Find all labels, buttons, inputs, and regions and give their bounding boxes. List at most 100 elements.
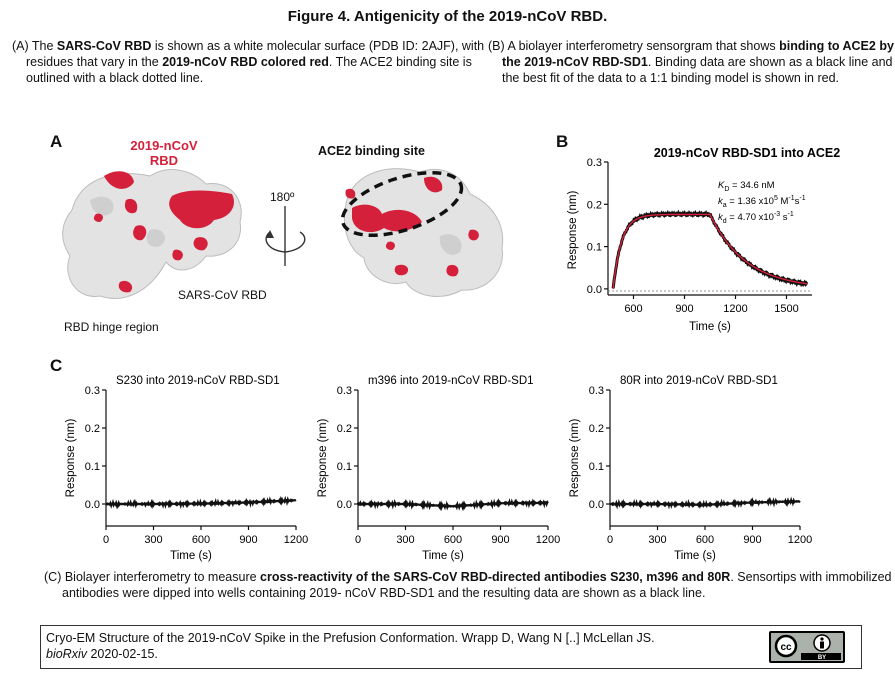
kdis-exponent: -3 [774,211,780,218]
c2-xtick-label: 300 [396,534,414,546]
c2-xtick-label: 0 [355,534,361,546]
c1-ytick-label: 0.2 [85,423,100,435]
hinge-region-label: RBD hinge region [64,320,159,334]
chart-b-yticks: 0.0 0.1 0.2 0.3 [587,157,608,296]
chart-b-ylabel: Response (nm) [567,191,579,270]
c1-xtick-label: 0 [103,534,109,546]
kd-subscript: D [724,186,729,193]
caption-b-bold-1: binding to ACE2 by the 2019-nCoV RBD-SD1 [502,39,894,69]
ace2-site-label: ACE2 binding site [318,144,425,158]
chart-b-title: 2019-nCoV RBD-SD1 into ACE2 [654,146,840,160]
citation-journal: bioRxiv [46,647,87,661]
kdis-symbol: k [718,212,724,223]
c3-data-line [609,496,801,510]
ka-unit-s-exp: -1 [799,195,805,202]
c2-ytick-label: 0.1 [337,461,352,473]
c2-ylabel: Response (nm) [317,419,329,498]
c3-xtick-label: 900 [743,534,761,546]
panel-b-letter: B [556,132,569,151]
ka-unit-m: M [778,196,789,207]
molecule-left-variable-residues [93,171,234,293]
c3-xtick-label: 300 [648,534,666,546]
svg-text:ka = 1.36 x105 M-1s-1: ka = 1.36 x105 M-1s-1 [718,195,806,209]
citation-line1: Cryo-EM Structure of the 2019-nCoV Spike… [46,631,655,645]
caption-a-prefix: (A) The [12,39,57,53]
red-label-line2: RBD [149,153,179,168]
chart-b-ytick-label: 0.3 [587,157,602,169]
figure-title: Figure 4. Antigenicity of the 2019-nCoV … [287,8,608,25]
c3-ytick-label: 0.3 [589,385,604,397]
chart-b-axes [607,162,812,296]
chart-c1: S230 into 2019-nCoV RBD-SD1 0.0 0.1 0.2 0.3 0… [65,375,308,562]
c1-xtick-label: 600 [192,534,210,546]
caption-b-prefix: (B) A biolayer interferometry sensorgram… [488,39,780,53]
molecule-right-surface [344,168,504,297]
c1-ytick-label: 0.3 [85,385,100,397]
c3-ytick-label: 0.0 [589,499,604,511]
kdis-value: = 4.70 x10 [727,212,774,223]
ka-symbol: k [718,196,724,207]
red-label: 2019-nCoV RBD [124,138,204,168]
kdis-subscript: d [723,218,727,225]
ace2-binding-outline [340,170,464,238]
svg-text:KD = 34.6 nM: KD = 34.6 nM [718,180,775,193]
c3-xlabel: Time (s) [674,550,716,562]
c1-xlabel: Time (s) [170,550,212,562]
caption-c-bold-1: cross-reactivity of the SARS-CoV RBD-dir… [260,570,731,584]
caption-c-text-1: . Sensortips with immobilized antibodies… [62,570,892,600]
c3-ytick-label: 0.1 [589,461,604,473]
c2-title: m396 into 2019-nCoV RBD-SD1 [368,375,534,387]
chart-b-fit-line [612,213,808,289]
chart-b-xlabel: Time (s) [689,321,731,333]
chart-b-xticks: 600 900 1200 1500 [624,295,799,315]
c2-xlabel: Time (s) [422,550,464,562]
c1-xtick-label: 1200 [284,534,308,546]
panel-a-letter: A [50,132,63,151]
ka-value: = 1.36 x10 [727,196,774,207]
rotation-icon [265,206,306,266]
svg-text:cc: cc [780,642,792,653]
ka-unit-s: s [795,196,800,207]
panel-c-letter: C [50,356,63,375]
kdis-unit-s-exp: -1 [788,211,794,218]
c1-ytick-label: 0.0 [85,499,100,511]
c2-ytick-label: 0.2 [337,423,352,435]
caption-a-text-1: is shown as a white molecular surface (P… [26,39,485,69]
svg-text:BY: BY [818,655,826,661]
chart-b-ytick-label: 0.0 [587,284,602,296]
chart-b: 2019-nCoV RBD-SD1 into ACE2 0.0 0.1 0.2 0.3… [567,146,840,333]
kd-value: = 34.6 nM [729,180,774,191]
rotation-label: 180º [270,190,295,204]
chart-b-kinetics: KD = 34.6 nM ka = 1.36 x105 M-1s-1 kd = … [718,180,806,225]
chart-c3: 80R into 2019-nCoV RBD-SD1 0.0 0.1 0.2 0.3 0 3… [569,375,812,562]
c2-xtick-label: 900 [491,534,509,546]
c2-xtick-label: 1200 [536,534,560,546]
c3-title: 80R into 2019-nCoV RBD-SD1 [620,375,778,387]
ka-exponent: 5 [774,195,778,202]
c3-xtick-label: 0 [607,534,613,546]
chart-b-ytick-label: 0.1 [587,242,602,254]
c3-ytick-label: 0.2 [589,423,604,435]
c1-title: S230 into 2019-nCoV RBD-SD1 [116,375,280,387]
kd-symbol: K [718,180,725,191]
c2-ytick-label: 0.3 [337,385,352,397]
c2-ytick-label: 0.0 [337,499,352,511]
molecule-left-surface [62,169,242,299]
chart-b-xtick-label: 1500 [774,303,798,315]
c3-xtick-label: 1200 [788,534,812,546]
caption-a-bold-1: SARS-CoV RBD [56,39,152,53]
c3-xtick-label: 600 [696,534,714,546]
chart-b-ytick-label: 0.2 [587,199,602,211]
cc-by-license-icon[interactable]: cc BY [769,631,845,663]
c2-data-line [356,498,549,512]
chart-c2: m396 into 2019-nCoV RBD-SD1 0.0 0.1 0.2 0.3 0… [317,375,560,562]
caption-b: (B) A biolayer interferometry sensorgram… [488,38,895,86]
citation-box: Cryo-EM Structure of the 2019-nCoV Spike… [40,625,862,669]
c1-data-line [105,495,297,510]
caption-b-text-1: . Binding data are shown as a black line… [502,55,893,85]
ka-subscript: a [723,202,727,209]
c1-xtick-label: 900 [239,534,257,546]
red-label-line1: 2019-nCoV [130,138,198,153]
kdis-unit-s: s [780,212,788,223]
